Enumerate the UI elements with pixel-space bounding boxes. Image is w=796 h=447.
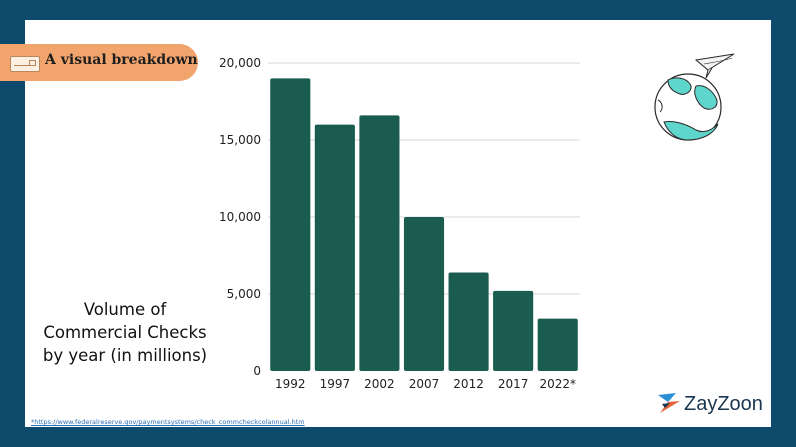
y-tick-label: 20,000 <box>219 56 261 70</box>
bar-2002 <box>359 115 400 371</box>
bar-1997 <box>314 124 355 371</box>
caption-line-2: Commercial Checks <box>43 323 207 342</box>
y-tick-label: 10,000 <box>219 210 261 224</box>
bar-1992 <box>270 78 311 372</box>
x-tick-label: 2007 <box>409 377 440 391</box>
source-link[interactable]: *https://www.federalreserve.gov/payments… <box>31 418 305 426</box>
check-card-icon <box>10 56 40 72</box>
globe-paper-plane-icon <box>654 53 735 141</box>
bar-2007 <box>403 217 445 371</box>
bar-2012 <box>448 272 489 371</box>
y-tick-label: 5,000 <box>227 287 261 301</box>
section-badge: A visual breakdown <box>0 44 198 81</box>
chart-caption: Volume of Commercial Checks by year (in … <box>40 298 210 367</box>
x-tick-label: 2012 <box>453 377 484 391</box>
x-tick-label: 2022* <box>539 377 576 391</box>
badge-label: A visual breakdown <box>45 52 198 68</box>
y-tick-label: 15,000 <box>219 133 261 147</box>
bar-2022 <box>537 318 578 371</box>
x-tick-label: 1992 <box>275 377 306 391</box>
bar-2017 <box>493 290 534 371</box>
y-tick-label: 0 <box>253 364 261 378</box>
x-tick-label: 2017 <box>498 377 529 391</box>
zayzoon-logo-icon <box>658 393 680 413</box>
caption-line-1: Volume of <box>83 300 167 319</box>
x-tick-label: 2002 <box>364 377 395 391</box>
brand-name: ZayZoon <box>684 393 763 415</box>
x-tick-label: 1997 <box>320 377 351 391</box>
caption-line-3: by year (in millions) <box>42 346 208 365</box>
